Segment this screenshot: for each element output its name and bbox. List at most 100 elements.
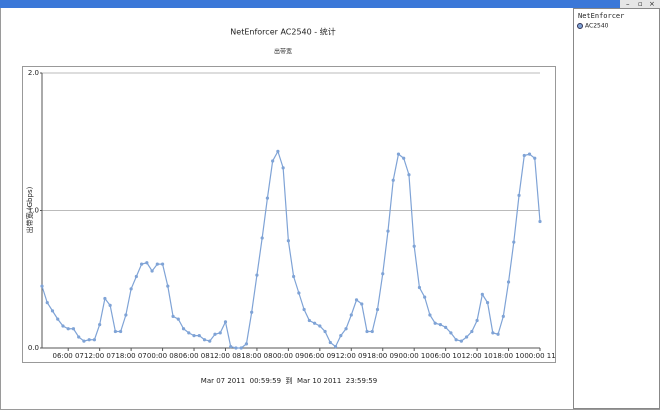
data-point [202, 338, 207, 342]
x-tick-label: 18:00 08 [241, 352, 272, 360]
data-point [98, 323, 102, 327]
data-point [297, 291, 301, 295]
data-point [260, 236, 264, 240]
data-point [517, 193, 521, 197]
y-axis-label: 出带宽 (Gbps) [25, 186, 34, 233]
data-point [255, 273, 259, 277]
data-point [307, 318, 311, 323]
data-point [323, 329, 327, 334]
data-point [119, 329, 123, 334]
data-point [407, 173, 411, 177]
data-point [527, 152, 532, 156]
y-tick-label: 0.0 [28, 344, 39, 352]
data-point [176, 317, 180, 321]
data-point [166, 284, 170, 288]
data-point [491, 331, 495, 335]
data-point [192, 334, 196, 338]
data-point [470, 329, 474, 334]
data-point [103, 296, 107, 301]
data-point [449, 331, 453, 335]
data-point [87, 338, 91, 342]
data-point [370, 329, 374, 334]
legend-title: NetEnforcer [578, 12, 624, 20]
data-point [197, 334, 201, 338]
data-point [391, 178, 395, 182]
x-tick-label: 06:00 09 [304, 352, 335, 360]
data-point [208, 339, 212, 343]
data-point [187, 331, 191, 335]
legend-label: AC2540 [585, 23, 609, 30]
data-point [423, 295, 427, 299]
data-point [223, 320, 228, 324]
data-point [328, 340, 332, 345]
x-tick-label: 06:00 10 [430, 352, 461, 360]
data-point [82, 339, 86, 343]
x-tick-label: 18:00 09 [367, 352, 398, 360]
data-point [522, 153, 526, 158]
data-point [218, 331, 222, 335]
data-point [61, 324, 65, 328]
data-point [77, 335, 81, 339]
plot-frame [22, 66, 556, 363]
data-point [485, 301, 490, 305]
data-point [318, 324, 322, 328]
window-controls [620, 0, 660, 8]
data-point [412, 244, 416, 248]
data-point [428, 313, 432, 317]
data-point [250, 310, 254, 314]
time-range: Mar 07 2011 00:59:59 到 Mar 10 2011 23:59… [201, 377, 377, 385]
side-panel [573, 8, 660, 409]
data-point [365, 329, 369, 334]
data-point [155, 262, 159, 266]
x-tick-label: 12:00 09 [336, 352, 367, 360]
data-point [417, 285, 422, 290]
data-point [92, 338, 97, 342]
data-point [375, 307, 380, 312]
data-point [465, 335, 469, 339]
data-point [381, 272, 385, 276]
data-point [501, 314, 505, 318]
data-point [496, 332, 500, 336]
data-point [150, 269, 154, 273]
x-tick-label: 06:00 07 [53, 352, 84, 360]
data-point [386, 229, 390, 233]
data-point [438, 323, 442, 327]
restore-button[interactable]: ▫ [638, 0, 643, 8]
x-tick-label: 00:00 11 [524, 352, 555, 360]
data-point [244, 342, 249, 346]
y-tick-label: 1.0 [28, 207, 39, 215]
data-point [286, 239, 290, 243]
data-point [234, 346, 238, 350]
x-tick-label: 00:00 09 [273, 352, 304, 360]
data-point [66, 327, 70, 331]
minimize-button[interactable]: – [626, 0, 630, 8]
data-point [459, 339, 463, 343]
data-point [512, 240, 516, 244]
data-point [271, 159, 275, 163]
chart-title: NetEnforcer AC2540 - 统计 [230, 27, 335, 37]
data-point [302, 307, 306, 312]
data-point [213, 332, 217, 336]
x-tick-label: 18:00 07 [115, 352, 146, 360]
data-point [538, 219, 542, 224]
close-button[interactable]: × [649, 0, 655, 8]
data-point [134, 274, 138, 279]
x-tick-label: 12:00 07 [84, 352, 115, 360]
x-tick-label: 00:00 10 [399, 352, 430, 360]
data-point [181, 327, 186, 331]
data-point [312, 321, 317, 325]
data-point [454, 338, 458, 342]
data-point [360, 302, 364, 306]
data-point [433, 321, 437, 325]
data-point [129, 287, 133, 291]
data-point [402, 156, 406, 160]
x-tick-label: 06:00 08 [178, 352, 209, 360]
data-point [50, 309, 55, 313]
x-tick-label: 12:00 10 [461, 352, 492, 360]
data-point [239, 346, 243, 350]
data-point [113, 329, 117, 334]
x-tick-label: 00:00 08 [147, 352, 178, 360]
data-point [265, 196, 270, 200]
title-bar [0, 0, 660, 8]
data-point [344, 327, 348, 331]
